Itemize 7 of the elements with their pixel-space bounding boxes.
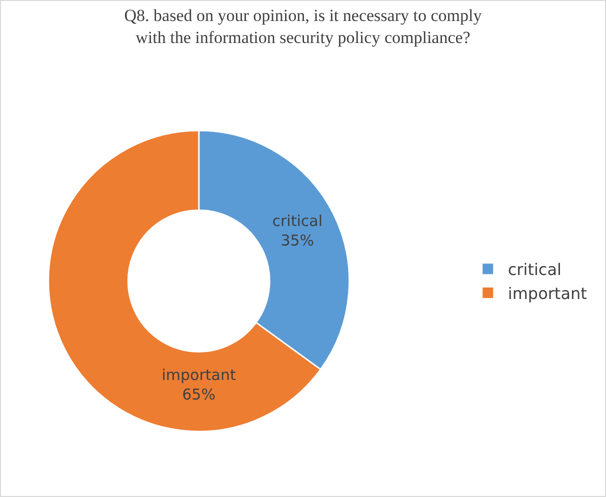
slice-label: important — [162, 366, 236, 384]
chart-title: Q8. based on your opinion, is it necessary to comply with the information security policy compliance? — [124, 6, 482, 47]
legend-label: important — [508, 284, 587, 303]
data-label: 65% — [182, 386, 216, 404]
slice-label: critical — [272, 212, 323, 230]
data-label: 35% — [280, 232, 314, 250]
legend-label: critical — [508, 260, 562, 280]
